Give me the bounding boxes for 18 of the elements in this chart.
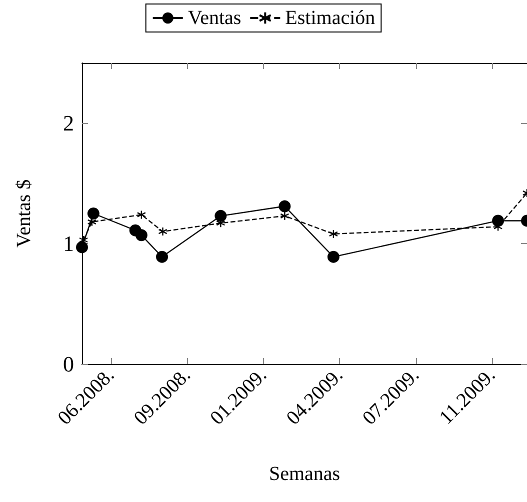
legend-label: Estimación [285,7,376,29]
y-tick-label: 2 [63,110,74,136]
point [328,229,338,239]
y-tick-label: 1 [63,231,74,256]
point [76,241,88,254]
point [327,250,340,263]
point [158,226,168,236]
point [87,208,100,220]
point [214,210,227,222]
point [280,211,290,221]
point [136,210,146,220]
point [156,250,168,263]
point [135,229,148,242]
y-tick-label: 0 [63,352,74,376]
y-axis-title: Ventas $ [13,179,35,248]
legend-label: Ventas [188,7,242,29]
point [278,200,291,212]
x-axis-title: Semanas [268,463,340,485]
